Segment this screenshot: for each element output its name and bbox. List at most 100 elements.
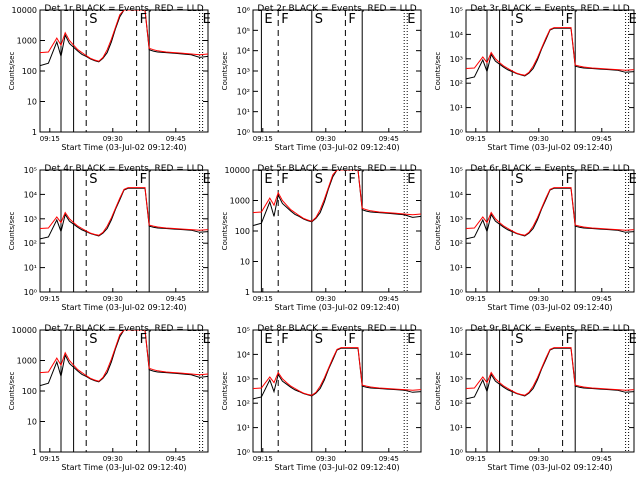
plot-frame (465, 9, 635, 133)
marker-label: F (566, 12, 573, 27)
y-tick-label: 10⁰ (24, 288, 37, 297)
plot-frame (465, 329, 635, 453)
marker-label: E (629, 332, 637, 347)
marker-label: S (315, 172, 323, 187)
series-line-lld (40, 330, 208, 382)
plot-area (40, 170, 208, 292)
y-tick-label: 100 (22, 67, 37, 76)
chart-title: Det 2r BLACK = Events, RED = LLD (257, 4, 416, 14)
plot-area (260, 10, 408, 132)
y-tick-label: 10 (240, 258, 250, 267)
plot-frame (39, 329, 209, 453)
y-tick-label: 10¹ (450, 424, 463, 433)
y-tick-label: 10 (27, 418, 37, 427)
marker-label: E (629, 12, 637, 27)
plot-area (466, 10, 634, 132)
y-tick-label: 10⁴ (237, 47, 250, 56)
y-axis-label: Counts/sec (434, 52, 442, 91)
marker-label: F (281, 172, 288, 187)
marker-label: F (348, 332, 355, 347)
marker-label: S (89, 12, 97, 27)
series-line-lld (253, 170, 421, 222)
x-tick-label: 09:15 (40, 135, 60, 143)
panel-det-4: S F E 10⁰ 10¹ 10² 10³ 10⁴ 10⁵ 09:15 09:30 09:45 Det … (8, 164, 211, 312)
y-axis-label: Counts/sec (8, 212, 16, 251)
x-tick-label: 09:15 (253, 455, 273, 463)
marker-label: S (89, 172, 97, 187)
x-axis-label: Start Time (03-Jul-02 09:12:40) (274, 143, 399, 152)
x-tick-label: 09:45 (379, 295, 399, 303)
y-tick-label: 10³ (24, 215, 37, 224)
x-tick-label: 09:15 (466, 295, 486, 303)
y-tick-label: 10⁴ (24, 190, 37, 199)
marker-label: F (566, 332, 573, 347)
series-line-lld (40, 187, 208, 236)
marker-label: F (140, 172, 147, 187)
x-tick-label: 09:45 (379, 135, 399, 143)
chart-title: Det 6r BLACK = Events, RED = LLD (470, 164, 629, 174)
plot-area (253, 330, 421, 452)
y-tick-label: 10⁵ (237, 326, 250, 335)
marker-label: S (89, 332, 97, 347)
marker-label: S (515, 172, 523, 187)
y-tick-label: 10¹ (450, 104, 463, 113)
y-tick-label: 10² (237, 87, 250, 96)
y-tick-label: 10⁰ (450, 288, 463, 297)
y-tick-label: 10¹ (24, 264, 37, 273)
x-tick-label: 09:30 (316, 135, 336, 143)
y-tick-label: 10⁵ (450, 6, 463, 15)
y-tick-label: 1 (245, 288, 250, 297)
plot-frame (465, 169, 635, 293)
plot-frame (39, 9, 209, 133)
y-tick-label: 10⁵ (450, 166, 463, 175)
y-axis-label: Counts/sec (8, 372, 16, 411)
y-tick-label: 10000 (12, 326, 37, 335)
chart-title: Det 9r BLACK = Events, RED = LLD (470, 324, 629, 334)
x-tick-label: 09:45 (166, 455, 186, 463)
y-tick-label: 10¹ (237, 424, 250, 433)
y-tick-label: 10⁰ (237, 128, 250, 137)
plot-area (40, 10, 208, 132)
marker-label: E (629, 172, 637, 187)
marker-label: S (315, 332, 323, 347)
y-tick-label: 10⁰ (450, 128, 463, 137)
y-tick-label: 10⁴ (450, 30, 463, 39)
y-tick-label: 10⁴ (450, 190, 463, 199)
chart-title: Det 5r BLACK = Events, RED = LLD (257, 164, 416, 174)
plot-area (466, 330, 634, 452)
y-axis-label: Counts/sec (434, 372, 442, 411)
x-tick-label: 09:15 (40, 455, 60, 463)
x-tick-label: 09:45 (592, 295, 612, 303)
marker-label: E (264, 332, 272, 347)
x-tick-label: 09:15 (466, 135, 486, 143)
y-tick-label: 10² (450, 79, 463, 88)
marker-label: F (281, 12, 288, 27)
marker-label: S (315, 12, 323, 27)
x-tick-label: 09:30 (103, 295, 123, 303)
marker-label: E (407, 332, 415, 347)
x-tick-label: 09:45 (592, 455, 612, 463)
y-tick-label: 10000 (225, 166, 250, 175)
y-tick-label: 10⁵ (24, 166, 37, 175)
chart-title: Det 8r BLACK = Events, RED = LLD (257, 324, 416, 334)
panel-det-9: S F E 10⁰ 10¹ 10² 10³ 10⁴ 10⁵ 09:15 09:30 09:45 Det … (434, 324, 637, 472)
x-tick-label: 09:30 (103, 135, 123, 143)
marker-label: E (203, 12, 211, 27)
y-tick-label: 10³ (450, 215, 463, 224)
series-line-lld (466, 347, 634, 396)
y-tick-label: 1000 (17, 357, 37, 366)
marker-label: E (203, 172, 211, 187)
y-tick-label: 10⁰ (237, 448, 250, 457)
x-tick-label: 09:30 (316, 295, 336, 303)
y-axis-label: Counts/sec (221, 372, 229, 411)
series-line-events (40, 330, 208, 387)
x-tick-label: 09:15 (40, 295, 60, 303)
series-line-events (253, 170, 421, 227)
chart-title: Det 3r BLACK = Events, RED = LLD (470, 4, 629, 14)
marker-label: E (407, 172, 415, 187)
x-tick-label: 09:30 (529, 295, 549, 303)
y-tick-label: 10⁵ (237, 26, 250, 35)
y-tick-label: 10¹ (237, 108, 250, 117)
